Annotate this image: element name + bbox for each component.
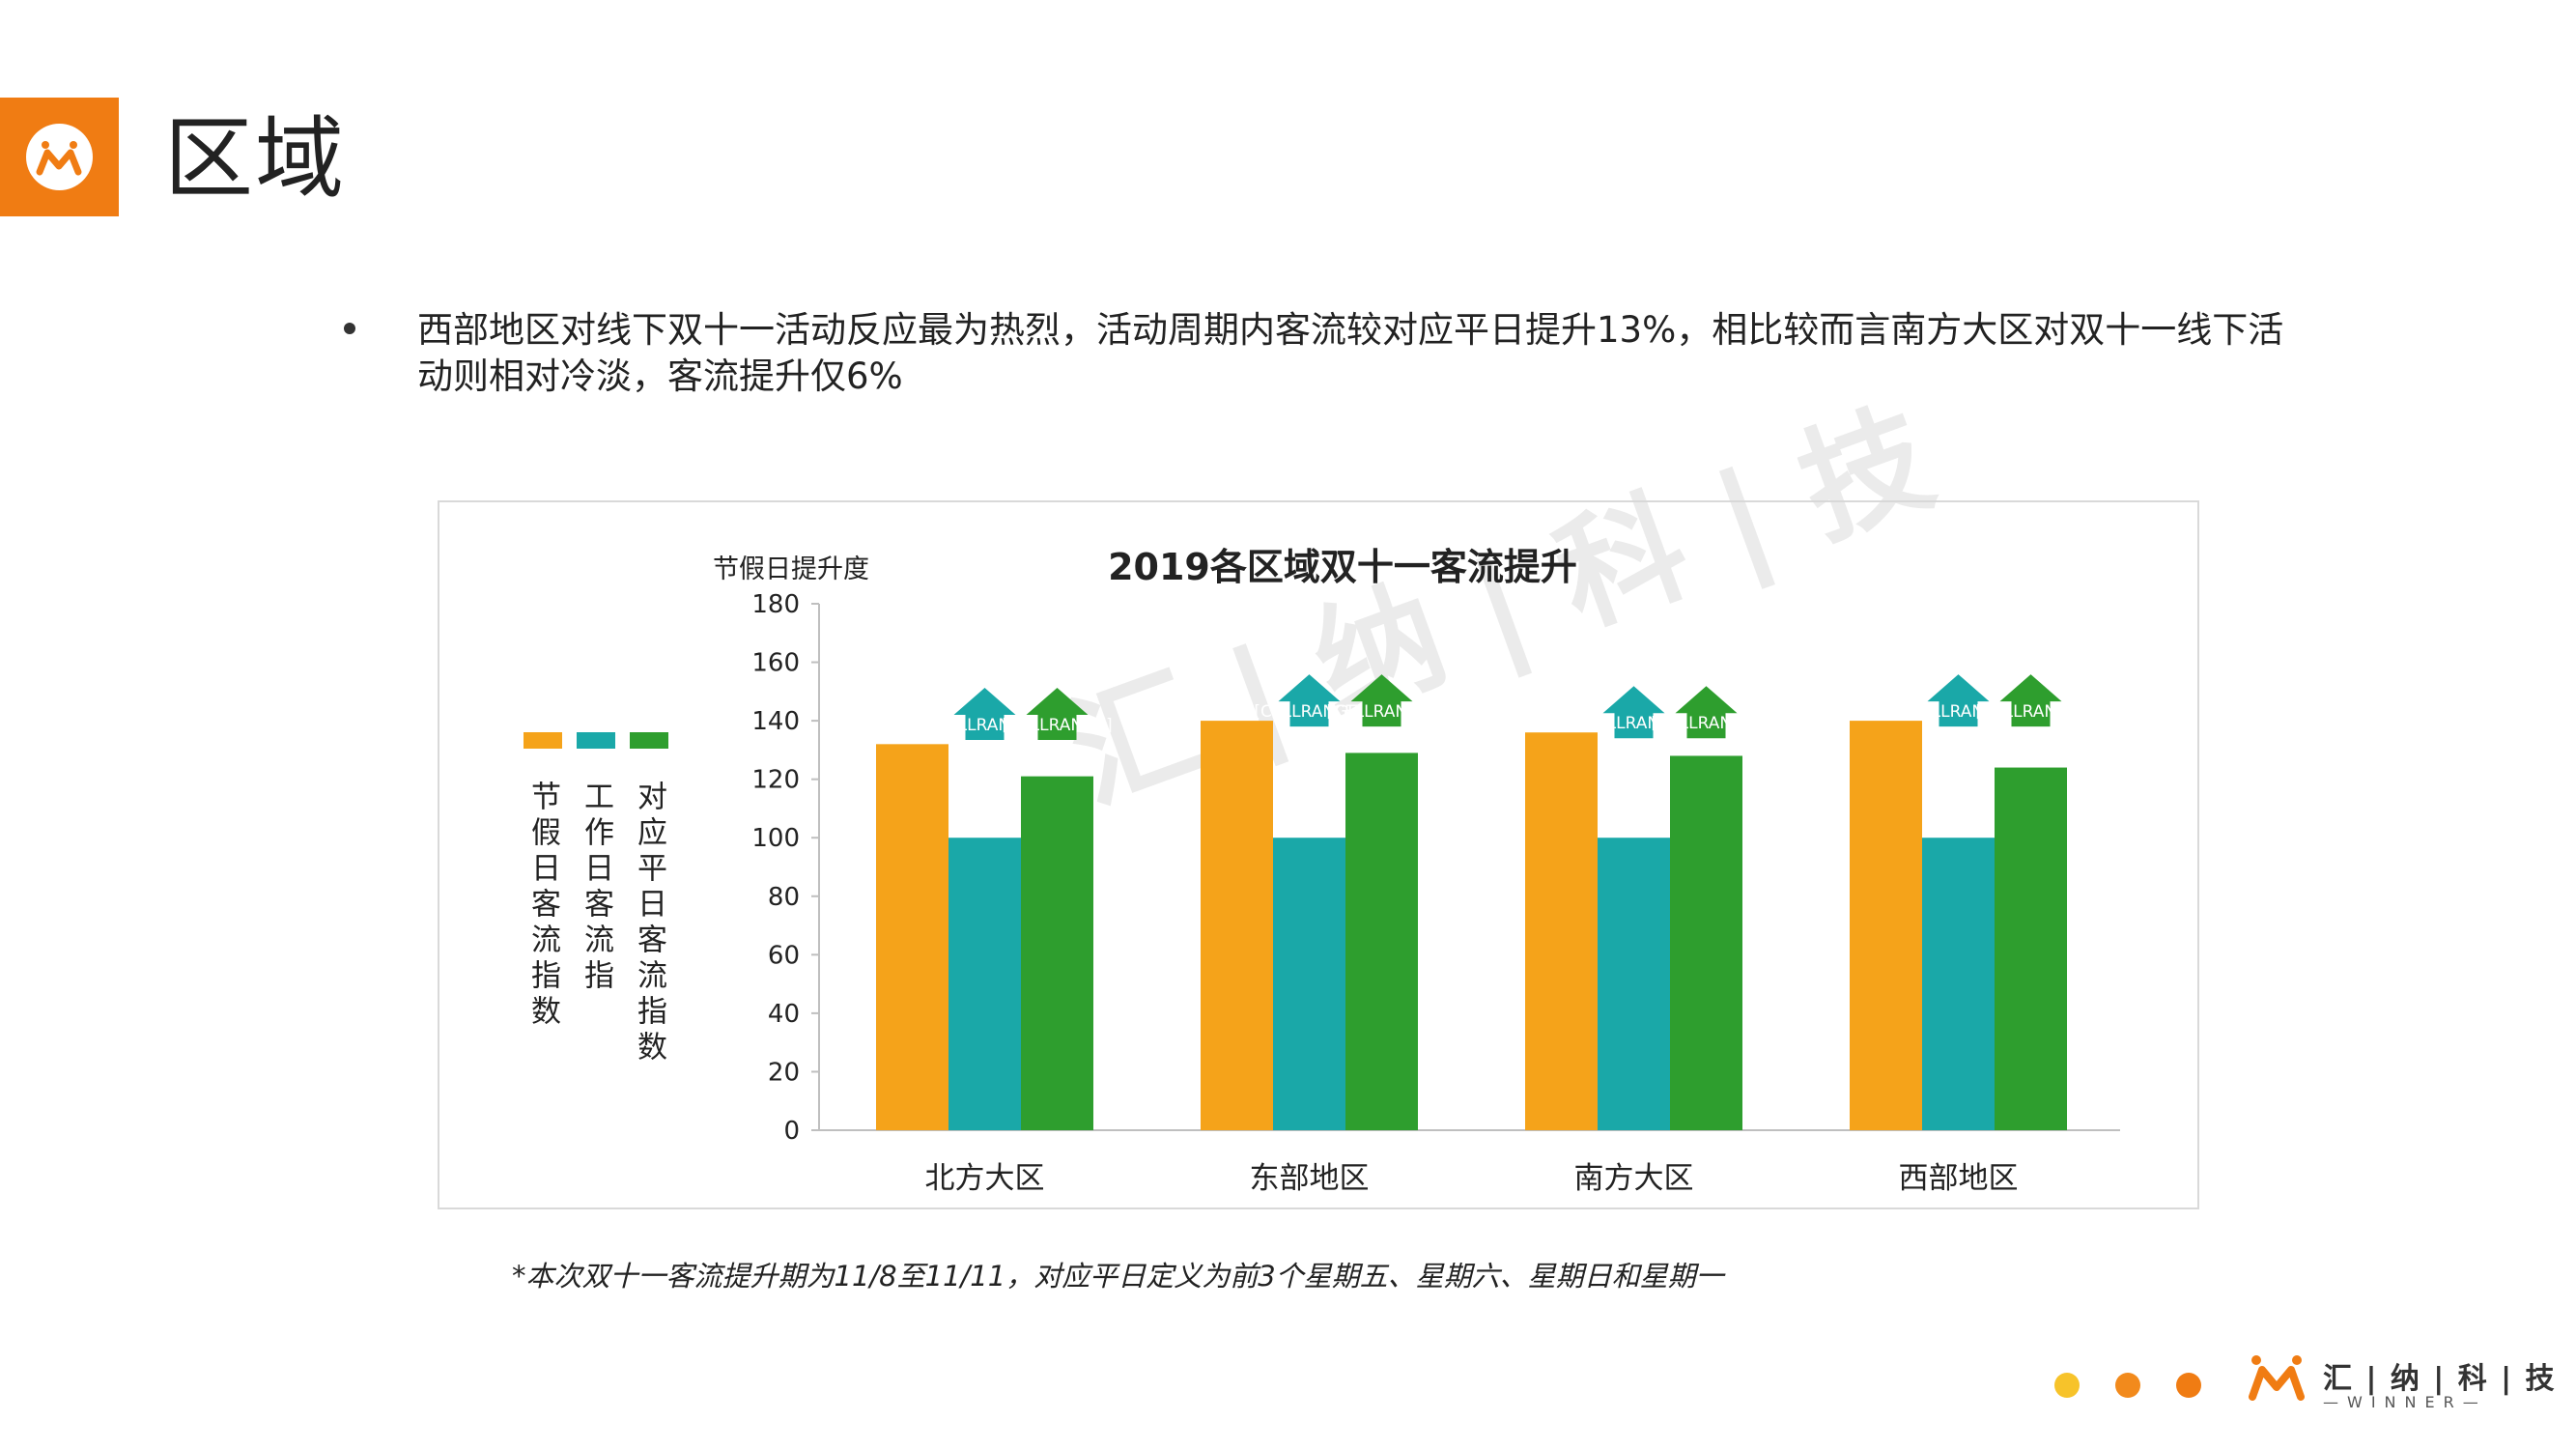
bar-1 <box>1922 838 1995 1130</box>
legend-swatch-1 <box>577 732 615 749</box>
y-axis-label: 节假日提升度 <box>713 554 869 584</box>
arrow-data-label: [CELLRANGE] <box>1651 714 1761 733</box>
legend-label-1: 工作日客流指 <box>579 781 614 995</box>
y-tick-label: 80 <box>768 883 800 912</box>
legend-label-0: 节假日客流指数 <box>525 781 561 1031</box>
summary-text: 西部地区对线下双十一活动反应最为热烈，活动周期内客流较对应平日提升13%，相比较… <box>417 309 2284 397</box>
bar-1 <box>948 838 1021 1130</box>
decor-dot-2 <box>2115 1373 2140 1398</box>
bullet-marker <box>344 323 355 334</box>
x-tick-label: 东部地区 <box>1250 1161 1370 1196</box>
bar-2 <box>1345 753 1418 1130</box>
logo-icon <box>26 124 93 190</box>
bar-2 <box>1021 776 1093 1130</box>
y-tick-label: 40 <box>768 1000 800 1029</box>
y-tick-label: 100 <box>751 824 800 853</box>
legend-swatch-0 <box>524 732 562 749</box>
arrow-data-label: [CELLRANGE] <box>1326 702 1436 722</box>
arrow-data-label: [CELLRANGE] <box>1254 702 1364 722</box>
y-tick-label: 180 <box>751 590 800 619</box>
x-tick-label: 南方大区 <box>1574 1161 1694 1196</box>
brand-subtitle: —WINNER— <box>2323 1393 2487 1411</box>
bar-0 <box>876 744 948 1130</box>
bar-1 <box>1598 838 1670 1130</box>
bar-1 <box>1273 838 1345 1130</box>
increase-arrow-icon <box>1278 674 1341 727</box>
x-tick-label: 北方大区 <box>925 1161 1045 1196</box>
bar-2 <box>1995 767 2067 1130</box>
bar-0 <box>1201 721 1273 1130</box>
arrow-data-label: [CELLRANGE] <box>929 716 1039 735</box>
chart-title: 2019各区域双十一客流提升 <box>1108 546 1577 588</box>
increase-arrow-icon <box>1927 674 1990 727</box>
legend-swatch-2 <box>630 732 668 749</box>
y-tick-label: 140 <box>751 707 800 736</box>
bar-0 <box>1850 721 1922 1130</box>
brand-logo-icon <box>2249 1355 2305 1401</box>
brand-name: 汇 | 纳 | 科 | 技 <box>2323 1362 2557 1396</box>
decor-dot-1 <box>2054 1373 2080 1398</box>
increase-arrow-icon <box>1026 688 1089 740</box>
bar-0 <box>1525 732 1598 1130</box>
watermark: 汇 | 纳 | 科 | 技 <box>1052 384 1950 830</box>
chart-frame <box>438 500 2199 1209</box>
increase-arrow-icon <box>1602 686 1665 739</box>
increase-arrow-icon <box>1999 674 2062 727</box>
increase-arrow-icon <box>1350 674 1413 727</box>
footnote: *本次双十一客流提升期为11/8至11/11，对应平日定义为前3个星期五、星期六… <box>512 1260 1724 1293</box>
x-tick-label: 西部地区 <box>1899 1161 2019 1196</box>
arrow-data-label: [CELLRANGE] <box>1578 714 1688 733</box>
increase-arrow-icon <box>953 688 1016 740</box>
y-tick-label: 160 <box>751 649 800 678</box>
decor-dot-3 <box>2176 1373 2201 1398</box>
bar-2 <box>1670 755 1742 1130</box>
y-tick-label: 60 <box>768 941 800 970</box>
logo-block <box>0 98 119 216</box>
legend-label-2: 对应平日客流指数 <box>632 781 667 1066</box>
y-tick-label: 20 <box>768 1058 800 1087</box>
y-tick-label: 120 <box>751 766 800 795</box>
arrow-data-label: [CELLRANGE] <box>1975 702 2085 722</box>
arrow-data-label: [CELLRANGE] <box>1002 716 1112 735</box>
y-tick-label: 0 <box>783 1117 800 1146</box>
page-title: 区域 <box>164 107 347 211</box>
arrow-data-label: [CELLRANGE] <box>1903 702 2013 722</box>
increase-arrow-icon <box>1675 686 1738 739</box>
